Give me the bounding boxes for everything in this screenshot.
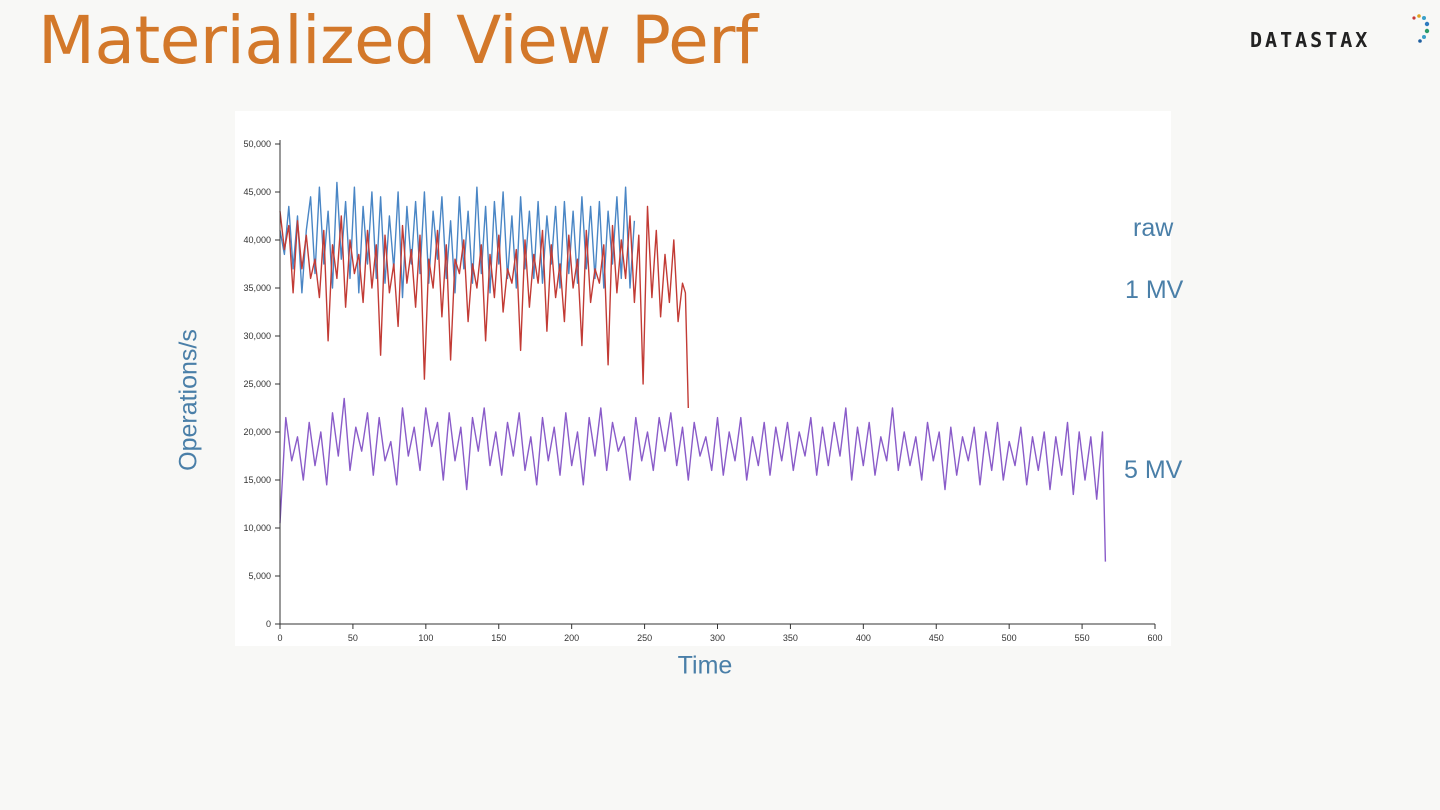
series-label-raw: raw — [1133, 214, 1174, 242]
chart-panel — [235, 111, 1171, 646]
y-tick-label: 25,000 — [243, 379, 271, 389]
y-tick-label: 5,000 — [248, 571, 271, 581]
y-tick-label: 50,000 — [243, 139, 271, 149]
y-tick-label: 0 — [266, 619, 271, 629]
x-tick-label: 450 — [929, 633, 944, 643]
x-tick-label: 100 — [418, 633, 433, 643]
series-line-raw — [279, 181, 636, 299]
y-tick-label: 10,000 — [243, 523, 271, 533]
series-label-1mv: 1 MV — [1125, 276, 1184, 304]
x-tick-label: 50 — [348, 633, 358, 643]
y-tick-label: 40,000 — [243, 235, 271, 245]
y-tick-label: 15,000 — [243, 475, 271, 485]
y-tick-label: 20,000 — [243, 427, 271, 437]
x-tick-label: 600 — [1147, 633, 1162, 643]
logo-dots-icon — [1412, 14, 1430, 43]
y-axis: 0 5,000 10,000 15,000 20,000 25,000 30,000 35,0… — [243, 139, 281, 629]
y-tick-label: 30,000 — [243, 331, 271, 341]
x-tick-label: 550 — [1075, 633, 1090, 643]
x-tick-label: 350 — [783, 633, 798, 643]
x-tick-label: 150 — [491, 633, 506, 643]
x-tick-label: 400 — [856, 633, 871, 643]
series-label-5mv: 5 MV — [1124, 456, 1183, 484]
x-tick-label: 0 — [277, 633, 282, 643]
series-line-5-mv — [279, 397, 1107, 562]
x-axis: 0 50 100 150 200 250 300 350 400 450 500 550 600 — [277, 623, 1163, 643]
plot-lines — [279, 181, 1107, 562]
datastax-logo: DATASTAX — [1250, 14, 1430, 54]
series-line-1-mv — [279, 205, 689, 409]
x-tick-label: 300 — [710, 633, 725, 643]
logo-wordmark: DATASTAX — [1250, 28, 1371, 52]
slide-title: Materialized View Perf — [38, 2, 758, 79]
y-axis-title: Operations/s — [174, 329, 203, 471]
y-tick-label: 45,000 — [243, 187, 271, 197]
x-tick-label: 200 — [564, 633, 579, 643]
x-axis-title: Time — [677, 651, 733, 680]
x-tick-label: 500 — [1002, 633, 1017, 643]
y-tick-label: 35,000 — [243, 283, 271, 293]
x-tick-label: 250 — [637, 633, 652, 643]
